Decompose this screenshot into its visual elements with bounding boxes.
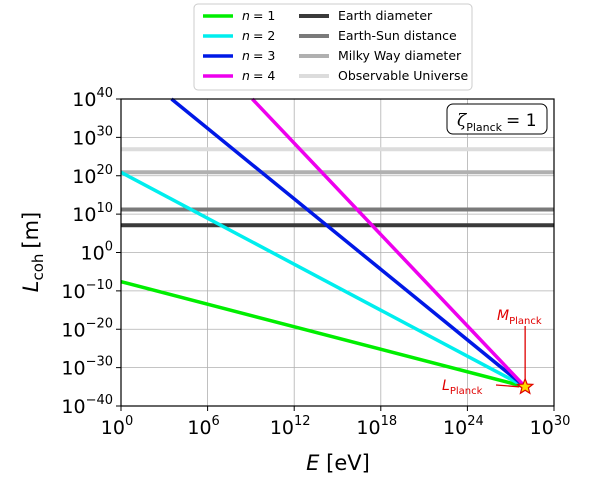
legend-label-n1: n = 1 [242,8,275,23]
y-tick-label: 100 [81,240,113,265]
y-tick-label: 1010 [72,201,113,226]
legend-label-ref: Milky Way diameter [338,48,462,63]
legend: n = 1 n = 2 n = 3 n = 4 Earth diameter Earth-Sun … [193,3,473,91]
x-tick-label: 1018 [356,414,397,439]
plot-area [120,97,555,407]
series-line-n4 [251,97,527,389]
zeta-label: ζPlanck = 1 [457,111,537,134]
legend-label-ref: Earth diameter [338,8,433,23]
series-line-n2 [120,170,526,389]
x-tick-label: 100 [101,414,133,439]
y-tick-label: 10−10 [61,278,113,303]
y-tick-label: 1030 [72,124,113,149]
y-tick-label: 10−30 [61,355,113,380]
x-tick-label: 106 [187,414,219,439]
zeta-box-frame [446,103,548,135]
x-tick-label: 1012 [270,414,311,439]
y-tick-label: 1040 [72,86,113,111]
legend-label-ref: Observable Universe [338,68,469,83]
x-tick-label: 1030 [530,414,571,439]
legend-label-n4: n = 4 [242,68,275,83]
x-tick-label: 1024 [443,414,484,439]
y-tick-label: 10−20 [61,316,113,341]
series-line-n1 [120,279,526,389]
y-axis-label: Lcoh[m] [19,212,47,292]
planck-star-marker [515,377,535,395]
legend-label-n2: n = 2 [242,28,275,43]
legend-frame [193,3,473,91]
legend-label-n3: n = 3 [242,48,275,63]
y-tick-label: 1020 [72,163,113,188]
x-axis-label: E [eV] [306,451,370,475]
m-planck-label: MPlanck [497,308,542,327]
y-tick-label: 10−40 [61,393,113,418]
l-planck-pointer [495,384,520,388]
series-line-n3 [170,97,527,389]
legend-label-ref: Earth-Sun distance [338,28,457,43]
zeta-planck-box: ζPlanck = 1 [446,103,548,135]
l-planck-label: LPlanck [442,378,483,397]
planck-annotations: MPlanck LPlanck [442,308,542,397]
